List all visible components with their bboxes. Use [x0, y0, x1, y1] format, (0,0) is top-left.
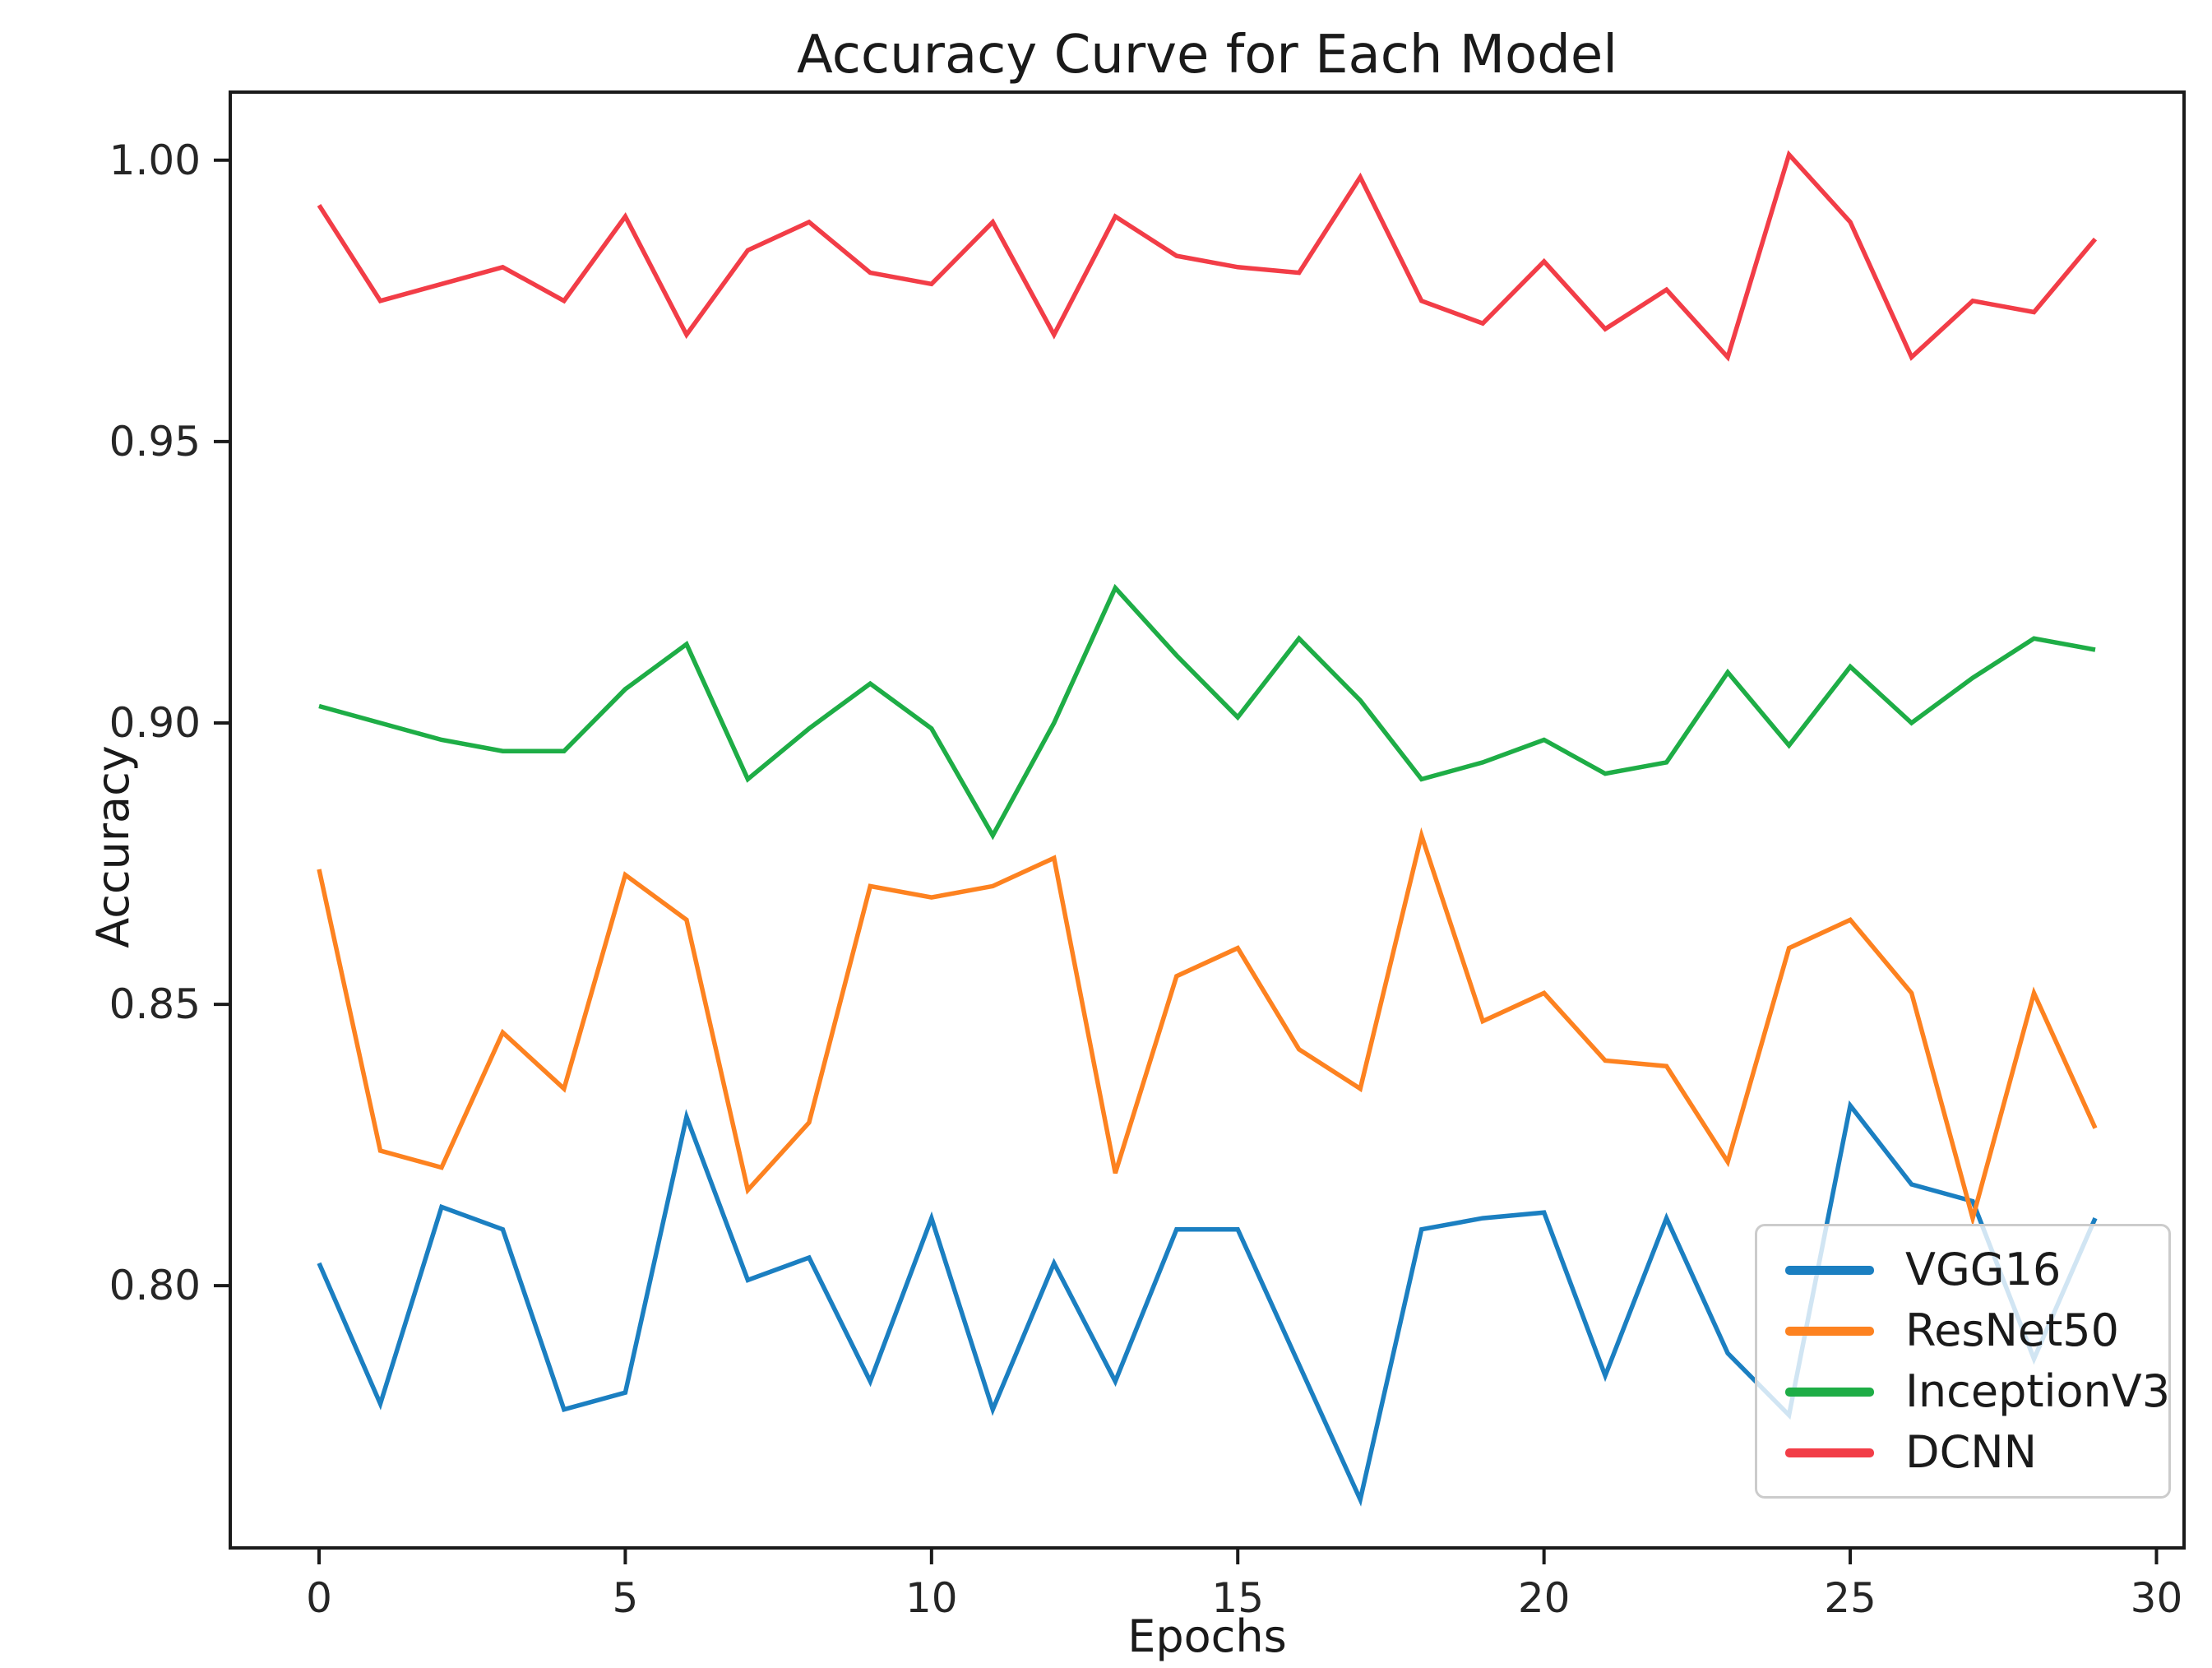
- chart-title: Accuracy Curve for Each Model: [797, 25, 1617, 86]
- legend-box: VGG16 ResNet50 InceptionV3 DCNN: [1755, 1224, 2171, 1499]
- legend-label: ResNet50: [1905, 1304, 2119, 1356]
- legend-item-vgg16: VGG16: [1785, 1248, 2140, 1292]
- legend-swatch-inceptionv3: [1785, 1387, 1874, 1397]
- x-axis-label: Epochs: [1127, 1610, 1287, 1662]
- x-tick-label: 15: [1211, 1574, 1264, 1622]
- x-tick-label: 25: [1824, 1574, 1876, 1622]
- y-tick-label: 1.00: [109, 137, 201, 184]
- legend-item-inceptionv3: InceptionV3: [1785, 1369, 2170, 1414]
- y-axis-label: Accuracy: [86, 745, 139, 948]
- x-tick-label: 5: [613, 1574, 639, 1622]
- legend-item-resnet50: ResNet50: [1785, 1309, 2140, 1353]
- legend-label: DCNN: [1905, 1426, 2038, 1478]
- series-line-resnet50: [317, 827, 2098, 1227]
- series-line-inceptionv3: [318, 583, 2096, 841]
- legend-swatch-vgg16: [1785, 1265, 1874, 1275]
- y-tick-label: 0.80: [109, 1262, 201, 1309]
- legend-swatch-resnet50: [1785, 1326, 1874, 1336]
- plot-spines: [229, 90, 2186, 1550]
- x-tick-label: 10: [905, 1574, 958, 1622]
- y-tick-label: 0.90: [109, 699, 201, 747]
- x-tick-label: 20: [1518, 1574, 1571, 1622]
- legend-label: InceptionV3: [1905, 1365, 2171, 1417]
- y-tick-label: 0.95: [109, 418, 201, 466]
- legend-item-dcnn: DCNN: [1785, 1430, 2140, 1475]
- series-line-dcnn: [317, 150, 2098, 362]
- legend-label: VGG16: [1905, 1244, 2062, 1295]
- legend-swatch-dcnn: [1785, 1448, 1874, 1457]
- x-tick-label: 30: [2131, 1574, 2183, 1622]
- x-tick-label: 0: [306, 1574, 332, 1622]
- y-tick-label: 0.85: [109, 980, 201, 1028]
